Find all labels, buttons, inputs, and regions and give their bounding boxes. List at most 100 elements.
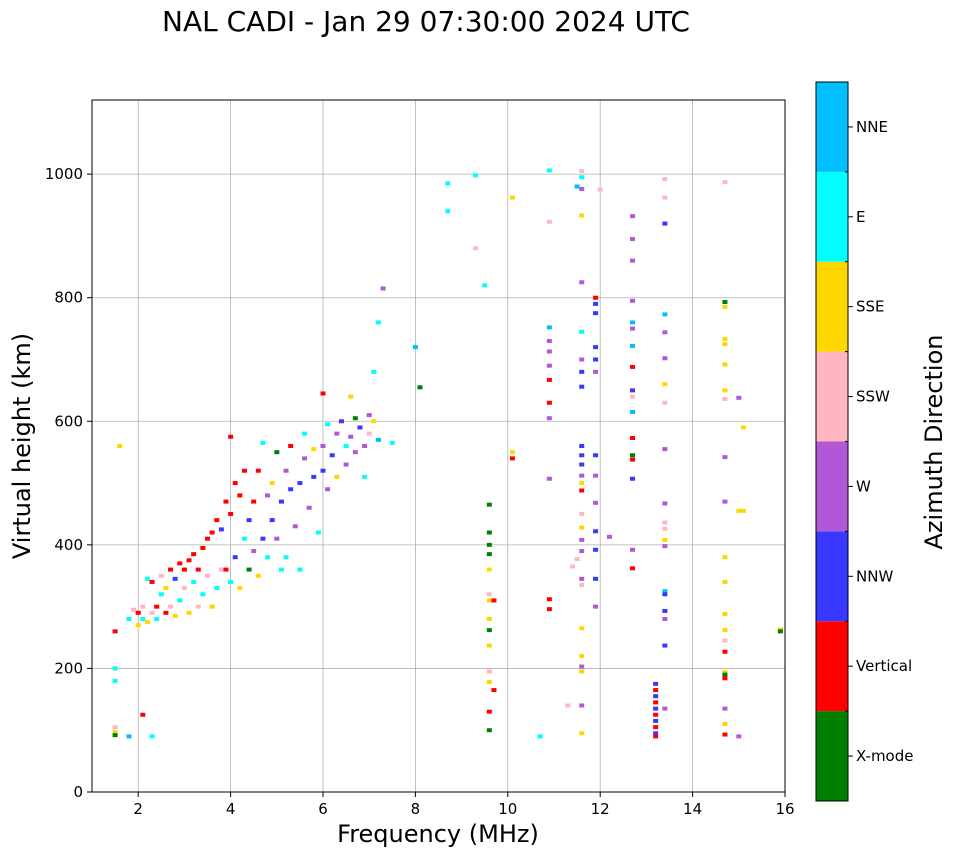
data-point	[168, 567, 174, 572]
data-point	[722, 628, 728, 633]
data-point	[195, 604, 201, 609]
colorbar-segment	[816, 261, 848, 352]
plot-frame	[91, 99, 786, 793]
data-point	[292, 524, 298, 529]
data-point	[288, 444, 294, 448]
data-point	[537, 734, 543, 739]
data-point	[237, 586, 243, 591]
data-point	[593, 311, 599, 316]
data-point	[269, 518, 275, 523]
data-point	[722, 670, 728, 675]
data-point	[228, 579, 234, 584]
data-point	[593, 500, 599, 505]
data-point	[278, 499, 284, 504]
colorbar-segment	[816, 621, 848, 712]
chart-title: NAL CADI - Jan 29 07:30:00 2024 UTC	[162, 5, 690, 38]
data-point	[297, 481, 303, 486]
data-point	[491, 688, 497, 693]
data-point	[163, 586, 169, 591]
data-point	[579, 576, 585, 581]
data-point	[445, 181, 451, 186]
data-point	[412, 345, 418, 350]
data-point	[255, 468, 261, 473]
data-point	[579, 473, 585, 478]
data-point	[163, 610, 169, 615]
data-point	[260, 536, 266, 541]
data-point	[149, 579, 155, 584]
data-point	[662, 312, 668, 317]
data-point	[662, 177, 668, 182]
data-point	[662, 221, 668, 226]
y-axis-label: Virtual height (km)	[8, 333, 36, 559]
data-point	[662, 195, 668, 200]
data-point	[579, 186, 585, 191]
data-point	[311, 474, 317, 479]
data-point	[722, 304, 728, 309]
data-point	[630, 457, 636, 462]
data-point	[112, 730, 118, 735]
data-point	[546, 476, 552, 481]
data-point	[214, 518, 220, 523]
data-point	[579, 369, 585, 374]
data-point	[630, 298, 636, 303]
data-point	[653, 681, 659, 686]
data-point	[722, 649, 728, 654]
data-point	[486, 628, 492, 633]
data-point	[241, 468, 247, 473]
colorbar-segment	[816, 351, 848, 442]
x-tick-label: 2	[133, 800, 143, 818]
data-point	[722, 732, 728, 737]
data-point	[325, 422, 331, 427]
data-point	[593, 295, 599, 300]
colorbar-frame	[815, 81, 849, 802]
data-point	[251, 549, 257, 554]
x-tick-label: 8	[411, 800, 421, 818]
x-tick-label: 10	[498, 800, 517, 818]
data-point	[265, 493, 271, 498]
data-point	[445, 209, 451, 214]
data-point	[140, 617, 146, 621]
data-point	[662, 643, 668, 648]
data-point	[546, 219, 552, 224]
data-point	[486, 643, 492, 648]
data-point	[251, 499, 257, 504]
data-point	[630, 388, 636, 393]
data-point	[736, 734, 742, 739]
data-point	[228, 511, 234, 516]
data-point	[653, 706, 659, 711]
y-tick-label: 1000	[45, 165, 83, 183]
data-point	[579, 329, 585, 334]
data-point	[579, 654, 585, 659]
data-point	[593, 604, 599, 609]
data-point	[140, 712, 146, 717]
data-point	[579, 488, 585, 493]
data-point	[269, 481, 275, 486]
data-point	[486, 552, 492, 557]
data-point	[172, 576, 178, 581]
data-point	[777, 629, 783, 634]
data-point	[348, 434, 354, 439]
data-point	[255, 573, 261, 578]
data-point	[662, 501, 668, 506]
x-tick-label: 16	[775, 800, 794, 818]
data-point	[593, 369, 599, 374]
data-point	[246, 518, 252, 523]
data-point	[274, 536, 280, 541]
data-point	[593, 301, 599, 306]
data-point	[579, 175, 585, 180]
y-tick-label: 200	[54, 659, 83, 677]
data-point	[214, 586, 220, 591]
x-tick-label: 4	[226, 800, 236, 818]
data-point	[653, 734, 659, 739]
data-point	[140, 604, 146, 609]
data-point	[546, 349, 552, 354]
data-point	[722, 499, 728, 504]
data-point	[389, 440, 395, 445]
data-point	[546, 338, 552, 343]
data-point	[722, 555, 728, 560]
data-point	[237, 493, 243, 498]
data-point	[112, 678, 118, 683]
data-point	[653, 725, 659, 730]
data-point	[375, 437, 381, 442]
data-point	[482, 283, 488, 288]
